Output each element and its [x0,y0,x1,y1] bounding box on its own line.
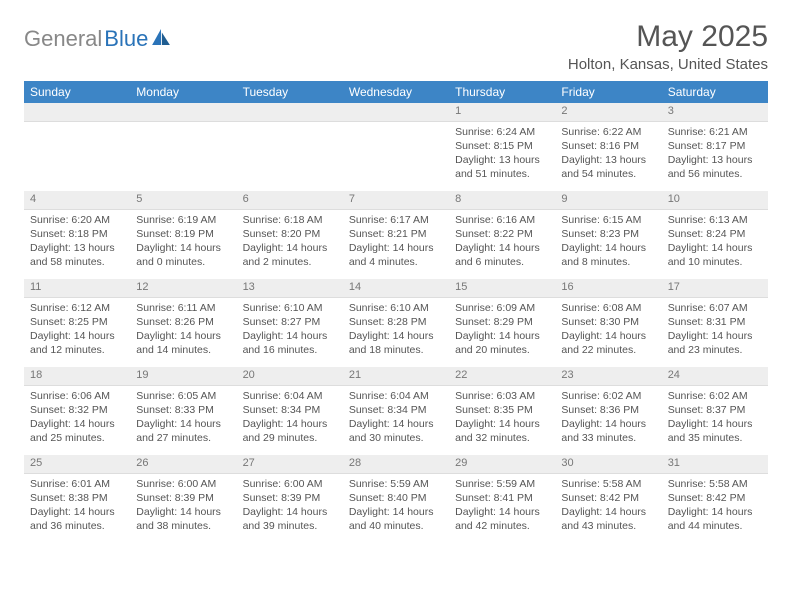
day-number-cell [343,103,449,121]
day-detail-cell [237,121,343,191]
day-number-row: 123 [24,103,768,121]
day-number-cell: 15 [449,279,555,297]
day-detail-cell: Sunrise: 6:08 AMSunset: 8:30 PMDaylight:… [555,297,661,367]
day-number-cell: 20 [237,367,343,385]
weekday-header: Tuesday [237,81,343,103]
day-detail-cell: Sunrise: 6:00 AMSunset: 8:39 PMDaylight:… [130,473,236,543]
day-detail-cell: Sunrise: 6:21 AMSunset: 8:17 PMDaylight:… [662,121,768,191]
logo-sail-icon [152,29,170,45]
day-number-cell: 25 [24,455,130,473]
day-detail-cell: Sunrise: 6:02 AMSunset: 8:36 PMDaylight:… [555,385,661,455]
day-number-row: 45678910 [24,191,768,209]
day-number-cell [130,103,236,121]
day-number-cell: 11 [24,279,130,297]
day-detail-cell [130,121,236,191]
month-title: May 2025 [568,20,768,54]
day-number-cell: 31 [662,455,768,473]
weekday-header: Saturday [662,81,768,103]
day-number-cell: 12 [130,279,236,297]
day-number-cell: 22 [449,367,555,385]
day-number-cell: 26 [130,455,236,473]
day-detail-cell: Sunrise: 6:24 AMSunset: 8:15 PMDaylight:… [449,121,555,191]
day-detail-cell: Sunrise: 5:58 AMSunset: 8:42 PMDaylight:… [555,473,661,543]
day-number-cell: 17 [662,279,768,297]
day-number-cell: 30 [555,455,661,473]
day-detail-row: Sunrise: 6:06 AMSunset: 8:32 PMDaylight:… [24,385,768,455]
day-number-cell: 27 [237,455,343,473]
day-number-cell: 4 [24,191,130,209]
day-number-cell [24,103,130,121]
day-detail-cell: Sunrise: 6:02 AMSunset: 8:37 PMDaylight:… [662,385,768,455]
day-number-cell: 18 [24,367,130,385]
day-number-row: 25262728293031 [24,455,768,473]
day-detail-cell: Sunrise: 6:17 AMSunset: 8:21 PMDaylight:… [343,209,449,279]
day-detail-cell: Sunrise: 6:22 AMSunset: 8:16 PMDaylight:… [555,121,661,191]
day-number-cell: 21 [343,367,449,385]
title-block: May 2025 Holton, Kansas, United States [568,20,768,73]
weekday-header: Wednesday [343,81,449,103]
day-detail-cell: Sunrise: 6:01 AMSunset: 8:38 PMDaylight:… [24,473,130,543]
day-number-cell: 28 [343,455,449,473]
day-number-row: 11121314151617 [24,279,768,297]
day-number-cell: 5 [130,191,236,209]
day-number-cell: 23 [555,367,661,385]
day-detail-cell: Sunrise: 6:09 AMSunset: 8:29 PMDaylight:… [449,297,555,367]
calendar-table: SundayMondayTuesdayWednesdayThursdayFrid… [24,81,768,543]
day-detail-row: Sunrise: 6:12 AMSunset: 8:25 PMDaylight:… [24,297,768,367]
day-number-cell: 1 [449,103,555,121]
day-number-cell: 13 [237,279,343,297]
day-detail-cell: Sunrise: 6:13 AMSunset: 8:24 PMDaylight:… [662,209,768,279]
day-detail-cell: Sunrise: 6:12 AMSunset: 8:25 PMDaylight:… [24,297,130,367]
weekday-header: Friday [555,81,661,103]
day-number-cell: 19 [130,367,236,385]
day-detail-cell: Sunrise: 6:10 AMSunset: 8:27 PMDaylight:… [237,297,343,367]
day-detail-cell: Sunrise: 6:04 AMSunset: 8:34 PMDaylight:… [237,385,343,455]
day-detail-cell: Sunrise: 6:20 AMSunset: 8:18 PMDaylight:… [24,209,130,279]
logo-text-gray: General [24,26,102,52]
day-number-cell: 24 [662,367,768,385]
day-detail-cell: Sunrise: 6:07 AMSunset: 8:31 PMDaylight:… [662,297,768,367]
day-detail-cell: Sunrise: 6:00 AMSunset: 8:39 PMDaylight:… [237,473,343,543]
day-detail-cell: Sunrise: 6:11 AMSunset: 8:26 PMDaylight:… [130,297,236,367]
day-detail-cell: Sunrise: 6:18 AMSunset: 8:20 PMDaylight:… [237,209,343,279]
day-detail-cell: Sunrise: 5:59 AMSunset: 8:40 PMDaylight:… [343,473,449,543]
day-number-cell: 2 [555,103,661,121]
location: Holton, Kansas, United States [568,56,768,73]
day-detail-cell: Sunrise: 6:04 AMSunset: 8:34 PMDaylight:… [343,385,449,455]
day-detail-cell [24,121,130,191]
day-number-cell: 10 [662,191,768,209]
day-number-cell: 14 [343,279,449,297]
day-detail-cell: Sunrise: 6:19 AMSunset: 8:19 PMDaylight:… [130,209,236,279]
day-detail-cell: Sunrise: 6:05 AMSunset: 8:33 PMDaylight:… [130,385,236,455]
day-number-cell: 29 [449,455,555,473]
day-detail-cell: Sunrise: 6:16 AMSunset: 8:22 PMDaylight:… [449,209,555,279]
weekday-header: Thursday [449,81,555,103]
day-number-cell: 16 [555,279,661,297]
logo: General Blue [24,20,170,52]
day-detail-cell: Sunrise: 6:10 AMSunset: 8:28 PMDaylight:… [343,297,449,367]
day-detail-row: Sunrise: 6:24 AMSunset: 8:15 PMDaylight:… [24,121,768,191]
day-number-row: 18192021222324 [24,367,768,385]
day-detail-row: Sunrise: 6:20 AMSunset: 8:18 PMDaylight:… [24,209,768,279]
weekday-header-row: SundayMondayTuesdayWednesdayThursdayFrid… [24,81,768,103]
day-detail-cell: Sunrise: 6:03 AMSunset: 8:35 PMDaylight:… [449,385,555,455]
day-detail-cell: Sunrise: 5:59 AMSunset: 8:41 PMDaylight:… [449,473,555,543]
day-number-cell: 9 [555,191,661,209]
header: General Blue May 2025 Holton, Kansas, Un… [24,20,768,73]
day-detail-cell [343,121,449,191]
day-number-cell: 8 [449,191,555,209]
calendar-body: 123Sunrise: 6:24 AMSunset: 8:15 PMDaylig… [24,103,768,543]
day-number-cell: 3 [662,103,768,121]
day-detail-cell: Sunrise: 6:15 AMSunset: 8:23 PMDaylight:… [555,209,661,279]
weekday-header: Monday [130,81,236,103]
day-detail-cell: Sunrise: 5:58 AMSunset: 8:42 PMDaylight:… [662,473,768,543]
day-number-cell: 7 [343,191,449,209]
logo-text-blue: Blue [104,26,148,52]
day-number-cell: 6 [237,191,343,209]
day-detail-cell: Sunrise: 6:06 AMSunset: 8:32 PMDaylight:… [24,385,130,455]
weekday-header: Sunday [24,81,130,103]
day-detail-row: Sunrise: 6:01 AMSunset: 8:38 PMDaylight:… [24,473,768,543]
day-number-cell [237,103,343,121]
